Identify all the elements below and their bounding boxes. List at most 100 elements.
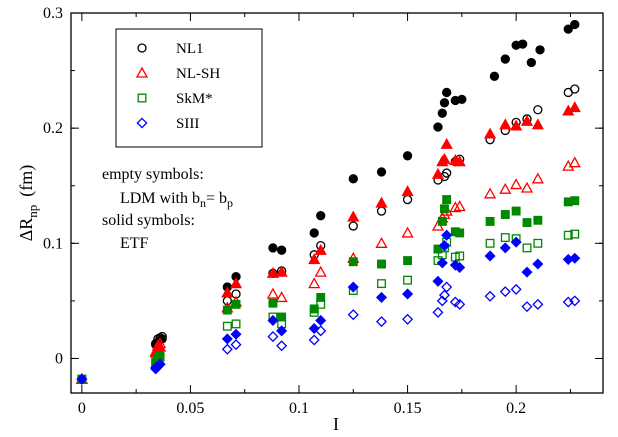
point-nl-sh-solid [431,167,445,179]
point-siii-empty [308,334,320,346]
legend-box [115,28,263,148]
point-nl-sh-solid [308,253,321,265]
point-siii-solid [484,250,496,262]
point-siii-solid [441,229,453,241]
y-axis-title: ΔRnp (fm) [16,165,40,242]
point-siii-solid [499,242,511,254]
annotation: empty symbols: LDM with bn= bp solid sym… [102,166,233,252]
annotation-line2: LDM with bn= bp [120,190,233,210]
point-nl-sh-solid [266,266,280,278]
point-skm-empty [570,229,580,239]
point-nl-sh-empty [531,172,544,184]
point-siii-solid [569,252,581,264]
point-nl-sh-solid [510,119,523,131]
point-nl-sh-solid [438,152,451,164]
point-siii-empty [499,286,511,298]
y-tick-label: 0.1 [43,235,63,252]
point-skm-empty [222,321,232,331]
point-nl-sh-empty [449,201,462,213]
point-nl1-empty [442,168,452,178]
point-siii-empty [276,340,288,352]
point-siii-empty [569,295,581,307]
point-nl1-empty [533,105,543,115]
y-tick-label: 0.2 [43,120,63,137]
annotation-line3: solid symbols: [102,212,195,229]
point-siii-empty [510,283,522,295]
point-nl-sh-solid [568,101,581,113]
point-siii-solid [454,261,466,274]
point-siii-solid [402,288,414,300]
point-nl1-solid [457,94,467,105]
point-siii-empty [438,289,451,301]
point-nl1-solid [518,39,528,49]
point-nl-sh-solid [401,185,414,197]
point-skm-empty [455,251,465,261]
point-nl1-solid [570,19,580,30]
x-tick-label: 0.05 [176,400,204,417]
point-nl-sh-solid [375,196,388,208]
point-nl1-solid [535,45,545,55]
point-nl1-solid [526,57,536,68]
point-skm-empty [377,279,386,289]
point-nl-sh-solid [314,243,327,255]
point-siii-empty [432,306,444,318]
point-skm-solid [511,206,521,216]
legend-label-siii: SIII [176,116,199,132]
point-nl1-solid [268,243,278,253]
point-nl1-solid [316,211,326,221]
point-nl1-solid [437,108,447,118]
point-nl-sh-empty [308,277,321,289]
x-tick-label: 0 [78,400,86,417]
point-nl1-solid [376,167,387,177]
point-nl-sh-empty [401,226,414,238]
point-skm-solid [268,298,278,308]
point-nl-sh-solid [531,118,544,130]
point-nl1-solid [500,54,510,64]
legend-label-skm: SkM* [176,91,213,107]
point-nl1-solid [439,98,450,108]
point-siii-solid [432,275,444,287]
x-tick-label: 0.15 [394,400,422,417]
point-nl-sh-solid [347,210,360,222]
point-siii-solid [438,240,451,252]
x-tick-label: 0.1 [289,400,309,417]
point-skm-solid [433,244,443,254]
point-skm-solid [403,256,413,266]
y-tick-label: 0.3 [43,5,63,22]
annotation-line1: empty symbols: [102,166,204,183]
point-nl-sh-empty [453,200,466,212]
point-skm-solid [533,215,543,225]
point-skm-solid [309,304,319,314]
point-nl1-solid [309,228,319,238]
point-siii-empty [402,313,414,325]
point-nl-sh-empty [375,236,388,248]
point-nl-sh-solid [221,286,234,298]
point-nl-sh-empty [314,265,327,277]
point-siii-empty [347,309,359,321]
legend: NL1 NL-SH SkM* SIII [115,28,263,148]
legend-marker-siii [136,117,148,129]
point-nl1-solid [489,71,500,81]
point-nl-sh-solid [483,127,497,139]
point-skm-solid [442,195,452,204]
point-siii-solid [521,266,533,278]
point-skm-solid [570,196,580,206]
legend-marker-nl1 [137,43,147,53]
point-nl-sh-empty [520,181,534,193]
point-skm-solid [440,204,449,214]
point-siii-empty [441,281,453,293]
axis-ticks: 0 0.05 0.1 0.15 0.2 0 0.1 0.2 0.3 [43,5,603,417]
point-skm-empty [563,230,573,240]
annotation-line4: ETF [120,235,149,252]
point-siii-empty [484,290,496,302]
point-nl-sh-empty [266,287,280,299]
point-skm-solid [522,218,532,228]
point-nl1-solid [442,87,452,98]
plot-frame [70,12,604,394]
point-nl-sh-solid [453,155,466,167]
point-siii-empty [532,298,544,310]
point-nl-sh-solid [499,118,512,130]
point-nl1-empty [376,206,387,216]
point-skm-empty [500,233,510,242]
point-siii-empty [375,316,388,328]
